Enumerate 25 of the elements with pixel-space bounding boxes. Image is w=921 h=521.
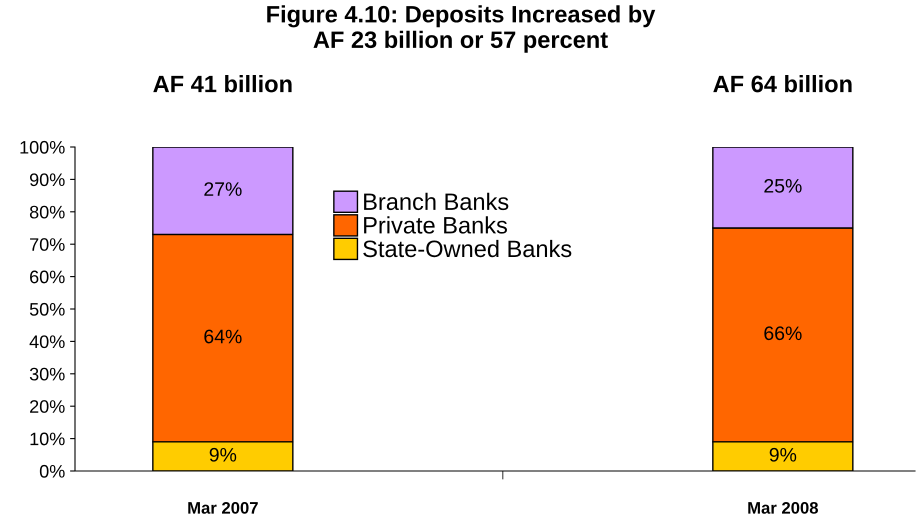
data-label: 9% [210, 448, 236, 462]
total-label: AF 64 billion [713, 74, 852, 92]
data-label: 25% [764, 178, 802, 193]
total-label: AF 41 billion [153, 74, 292, 92]
y-tick-label: 0% [40, 464, 65, 478]
x-tick-label: Mar 2008 [748, 502, 818, 514]
legend-label: Branch Banks [364, 192, 508, 210]
y-tick-label: 20% [30, 400, 65, 413]
y-tick-label: 40% [30, 335, 65, 348]
y-tick-label: 60% [30, 270, 65, 284]
data-label: 66% [764, 326, 802, 340]
data-label: 9% [770, 448, 796, 462]
chart-title: Figure 4.10: Deposits Increased by AF 23 billion or 57 percent [267, 5, 656, 53]
data-label: 64% [204, 330, 242, 344]
y-tick-label: 100% [20, 140, 65, 154]
y-tick-label: 30% [30, 368, 65, 381]
y-tick-label: 80% [30, 206, 65, 219]
data-label: 27% [204, 182, 242, 196]
x-tick-label: Mar 2007 [188, 502, 258, 514]
y-tick-label: 10% [30, 432, 65, 446]
legend-label: State-Owned Banks [363, 240, 572, 258]
legend-label: Private Banks [364, 216, 507, 234]
y-tick-label: 70% [30, 238, 65, 251]
y-tick-label: 50% [30, 302, 65, 316]
y-tick-label: 90% [30, 173, 65, 186]
